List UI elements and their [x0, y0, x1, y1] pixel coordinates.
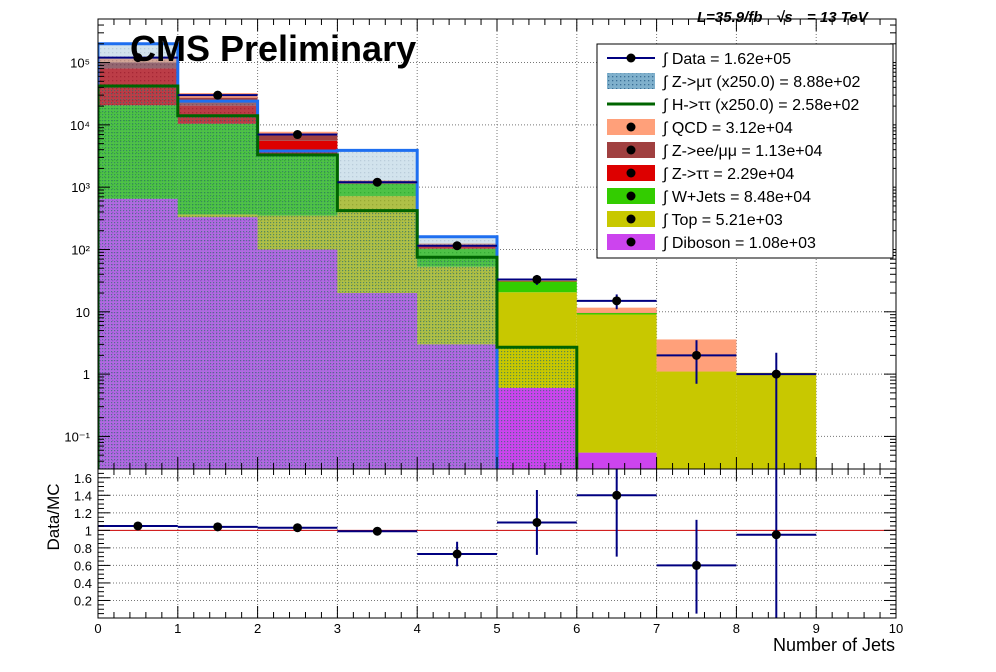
- legend-marker-qcd: [626, 122, 636, 132]
- ratio-ytick-label: 1.4: [74, 488, 92, 503]
- main-ytick-label: 10: [76, 305, 90, 320]
- ratio-ytick-label: 0.4: [74, 576, 92, 591]
- x-tick-label: 1: [174, 621, 181, 636]
- data-point-1: [213, 90, 223, 100]
- legend-marker-zll: [626, 145, 636, 155]
- ratio-point-0: [133, 521, 143, 531]
- stack-bar-2-bin-6: [576, 313, 657, 315]
- legend-marker-wjets: [626, 191, 636, 201]
- legend-label-top: ∫ Top = 5.21e+03: [662, 212, 783, 229]
- data-point-6: [612, 296, 622, 306]
- x-tick-label: 10: [889, 621, 903, 636]
- signal-bar-1-bin-3: [337, 210, 418, 469]
- stack-bar-1-bin-6: [576, 314, 657, 453]
- signal-outline-1: [98, 84, 579, 469]
- data-point-7: [692, 350, 701, 360]
- stack-bar-0-bin-6: [576, 452, 657, 469]
- data-point-2: [293, 130, 302, 140]
- ratio-point-7: [692, 560, 701, 570]
- signal-bar-1-bin-4: [417, 257, 497, 469]
- main-ytick-label: 1: [83, 367, 90, 382]
- signal-bar-1-bin-5: [497, 347, 577, 469]
- data-points: [98, 53, 817, 469]
- x-tick-label: 6: [573, 621, 580, 636]
- lumi-label: L=35.9/fb: [697, 9, 762, 26]
- ratio-point-1: [213, 522, 223, 532]
- x-tick-label: 9: [813, 621, 820, 636]
- ratio-points: [98, 469, 817, 618]
- signal-bar-1-bin-0: [98, 86, 178, 469]
- legend-label-ztt: ∫ Z->ττ = 2.29e+04: [662, 166, 794, 183]
- x-tick-label: 5: [493, 621, 500, 636]
- legend-marker-top: [626, 214, 636, 224]
- energy-label: = 13 TeV: [807, 9, 870, 26]
- main-ytick-label: 10²: [71, 242, 90, 257]
- legend: ∫ Data = 1.62e+05 ∫ Z->μτ (x250.0) = 8.88…: [596, 43, 894, 259]
- ratio-ytick-label: 0.8: [74, 541, 92, 556]
- legend-label-wjets: ∫ W+Jets = 8.48e+04: [662, 189, 811, 206]
- ratio-ytick-label: 0.2: [74, 593, 92, 608]
- data-point-4: [452, 241, 462, 251]
- ratio-point-4: [452, 549, 462, 559]
- legend-label-qcd: ∫ QCD = 3.12e+04: [662, 120, 793, 137]
- ratio-y-axis-title: Data/MC: [44, 483, 63, 550]
- legend-label-zmt: ∫ Z->μτ (x250.0) = 8.88e+02: [662, 74, 860, 91]
- ratio-ytick-label: 1: [85, 523, 92, 538]
- ratio-ytick-label: 0.6: [74, 558, 92, 573]
- x-tick-label: 4: [414, 621, 421, 636]
- ratio-ytick-label: 1.2: [74, 506, 92, 521]
- sqrt-s-label: √s: [776, 9, 793, 26]
- signal-histograms: [98, 42, 579, 469]
- x-axis-title: Number of Jets: [773, 635, 895, 655]
- ratio-axes: 0.2 0.4 0.6 0.8 1 1.2 1.4 1.6 0 1 2 3 4 5 6 7 8 9 10: [74, 468, 903, 636]
- legend-marker-diboson: [626, 237, 636, 247]
- ratio-point-2: [293, 523, 302, 533]
- main-ytick-label: 10⁴: [70, 118, 90, 133]
- x-tick-label: 7: [653, 621, 660, 636]
- stack-bar-1-bin-7: [656, 371, 737, 469]
- ratio-ytick-label: 1.6: [74, 471, 92, 486]
- main-ytick-label: 10⁵: [70, 56, 90, 71]
- x-tick-label: 8: [733, 621, 740, 636]
- data-point-8: [771, 369, 781, 379]
- legend-label-zll: ∫ Z->ee/μμ = 1.13e+04: [662, 143, 822, 160]
- main-ytick-label: 10⁻¹: [64, 429, 90, 444]
- ratio-point-6: [612, 490, 622, 500]
- data-point-3: [372, 177, 382, 187]
- legend-marker-ztt: [626, 168, 636, 178]
- x-tick-label: 3: [334, 621, 341, 636]
- legend-swatch-zmt: [607, 73, 655, 89]
- stack-bar-2-bin-5: [497, 281, 577, 293]
- legend-label-diboson: ∫ Diboson = 1.08e+03: [662, 235, 816, 252]
- ratio-gridlines: [98, 469, 896, 618]
- x-tick-label: 0: [94, 621, 101, 636]
- legend-label-data: ∫ Data = 1.62e+05: [662, 51, 791, 68]
- signal-outline-0: [98, 42, 499, 469]
- signal-bar-1-bin-1: [177, 115, 258, 469]
- stack-bar-5-bin-6: [576, 307, 657, 313]
- main-ytick-label: 10³: [71, 180, 90, 195]
- data-point-5: [532, 274, 542, 284]
- ratio-point-5: [532, 517, 542, 527]
- data-point-0: [133, 53, 143, 63]
- legend-marker-data: [626, 53, 636, 63]
- signal-bar-1-bin-2: [257, 154, 338, 469]
- cms-label: CMS Preliminary: [130, 28, 416, 69]
- legend-label-htt: ∫ H->ττ (x250.0) = 2.58e+02: [662, 97, 859, 114]
- ratio-point-8: [771, 530, 781, 540]
- x-tick-label: 2: [254, 621, 261, 636]
- ratio-point-3: [372, 526, 382, 536]
